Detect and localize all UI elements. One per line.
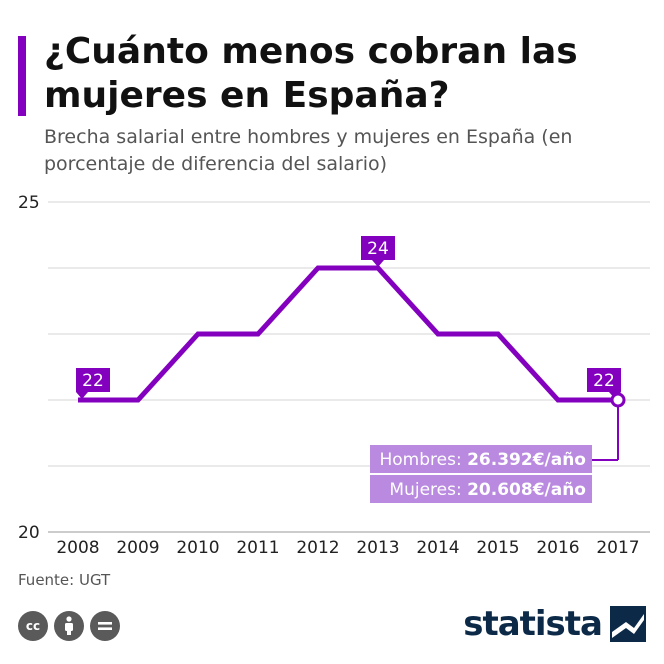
statista-logo-icon [610, 606, 646, 642]
data-label: 24 [361, 236, 395, 267]
x-tick-label: 2010 [176, 538, 219, 558]
x-tick-label: 2017 [596, 538, 639, 558]
chart-title: ¿Cuánto menos cobran las mujeres en Espa… [44, 31, 578, 116]
data-label: 22 [587, 368, 621, 399]
brand-name[interactable]: statista [463, 604, 603, 644]
chart-subtitle: Brecha salarial entre hombres y mujeres … [44, 126, 573, 175]
end-point-marker[interactable] [610, 392, 626, 408]
x-tick-label: 2012 [296, 538, 339, 558]
attribution-icon[interactable] [54, 611, 84, 641]
brand[interactable]: statista [463, 604, 646, 644]
x-tick-label: 2015 [476, 538, 519, 558]
annotation-text: Mujeres: 20.608€/año [389, 480, 586, 500]
x-axis-labels: 2008 2009 2010 2011 2012 2013 2014 2015 2016 2017 [56, 538, 639, 558]
title-accent-bar [18, 36, 26, 116]
series-line-path [78, 265, 618, 403]
salary-annotation: Hombres: 26.392€/año Mujeres: 20.608€/año [370, 406, 619, 503]
source-note: Fuente: UGT [18, 571, 111, 589]
no-derivatives-icon[interactable] [90, 611, 120, 641]
license-icons[interactable]: cc [18, 611, 120, 641]
x-tick-label: 2008 [56, 538, 99, 558]
annotation-text: Hombres: 26.392€/año [379, 450, 586, 470]
x-tick-label: 2013 [356, 538, 399, 558]
x-tick-label: 2014 [416, 538, 459, 558]
data-label-text: 24 [367, 239, 389, 259]
data-label-text: 22 [82, 371, 104, 391]
data-label: 22 [76, 368, 110, 399]
annotation-row-bg [370, 445, 592, 473]
annotation-row-bg [370, 475, 592, 503]
data-label-text: 22 [593, 371, 615, 391]
x-tick-label: 2009 [116, 538, 159, 558]
series-line [78, 265, 618, 403]
cc-icon[interactable]: cc [18, 611, 48, 641]
y-tick-label: 20 [18, 523, 40, 543]
y-tick-label: 25 [18, 193, 40, 213]
x-tick-label: 2011 [236, 538, 279, 558]
data-labels: 22 24 22 [76, 236, 626, 408]
x-tick-label: 2016 [536, 538, 579, 558]
